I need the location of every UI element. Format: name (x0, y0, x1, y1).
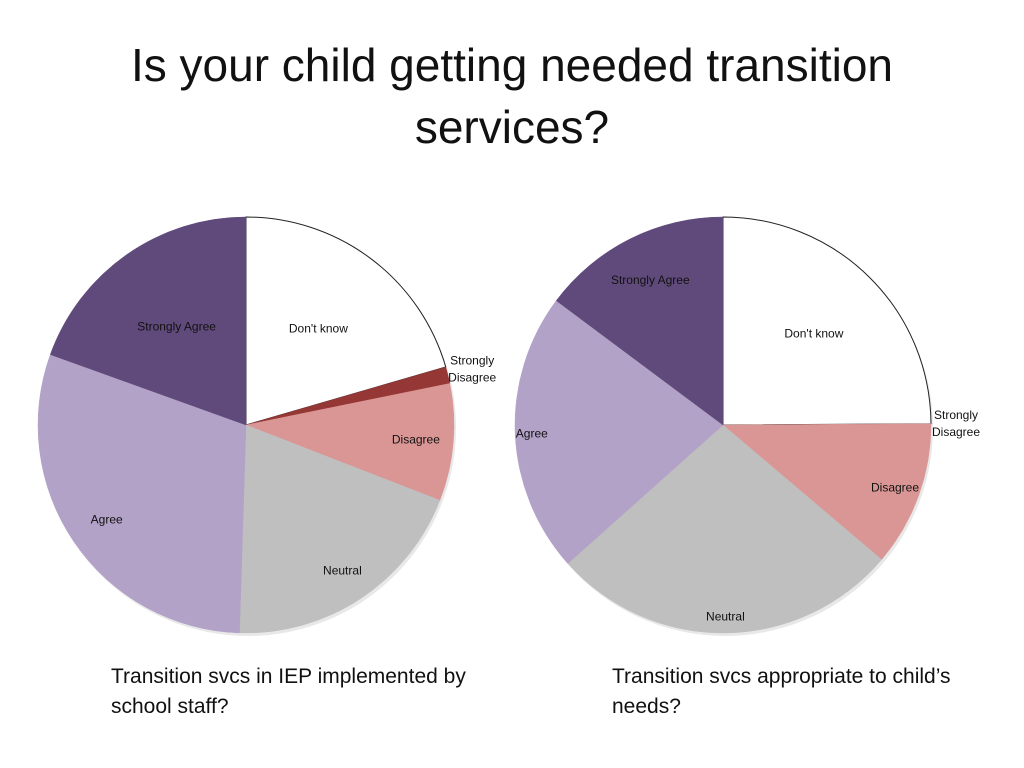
slice-label-disagree: Disagree (392, 433, 440, 447)
slice-label-strongly-disagree: Strongly Disagree (932, 408, 980, 439)
pie-slice-disagree (245, 383, 455, 501)
slice-label-strongly-agree: Strongly Agree (137, 319, 216, 333)
slice-label-don-t-know: Don't know (289, 322, 348, 336)
chart-caption-left: Transition svcs in IEP implemented by sc… (111, 665, 466, 718)
slice-label-agree: Agree (91, 513, 123, 527)
chart-caption-right: Transition svcs appropriate to child’s n… (612, 665, 951, 718)
pie-slice-don-t-know (722, 216, 932, 426)
slice-label-strongly-disagree: Strongly Disagree (448, 354, 496, 385)
pie-chart-svg: Don't know Strongly Disagree Disagree Neutra… (514, 216, 980, 636)
slice-label-agree: Agree (516, 426, 548, 440)
slide-title: Is your child getting needed transition … (130, 39, 894, 153)
pie-slice-strongly-agree (555, 216, 724, 426)
slice-label-don-t-know: Don't know (784, 327, 843, 341)
pie-chart-appropriate-needs: Don't know Strongly Disagree Disagree Neutra… (488, 200, 980, 650)
pie-slice-neutral (239, 424, 441, 634)
pie-slice-strongly-agree (49, 216, 247, 426)
pie-slice-neutral (567, 424, 882, 634)
pie-chart-iep-implemented: Don't know Strongly Disagree Disagree Neutra… (8, 200, 497, 650)
pie-chart-svg: Don't know Strongly Disagree Disagree Neutra… (37, 216, 497, 636)
slice-label-strongly-agree: Strongly Agree (611, 273, 690, 287)
pie-slice-disagree (722, 423, 932, 560)
pie-slice-don-t-know (245, 216, 447, 426)
slice-label-disagree: Disagree (871, 481, 919, 495)
pie-slice-agree (514, 300, 724, 564)
slice-label-neutral: Neutral (323, 564, 362, 578)
pie-slice-agree (37, 354, 247, 634)
slice-label-neutral: Neutral (706, 609, 745, 623)
